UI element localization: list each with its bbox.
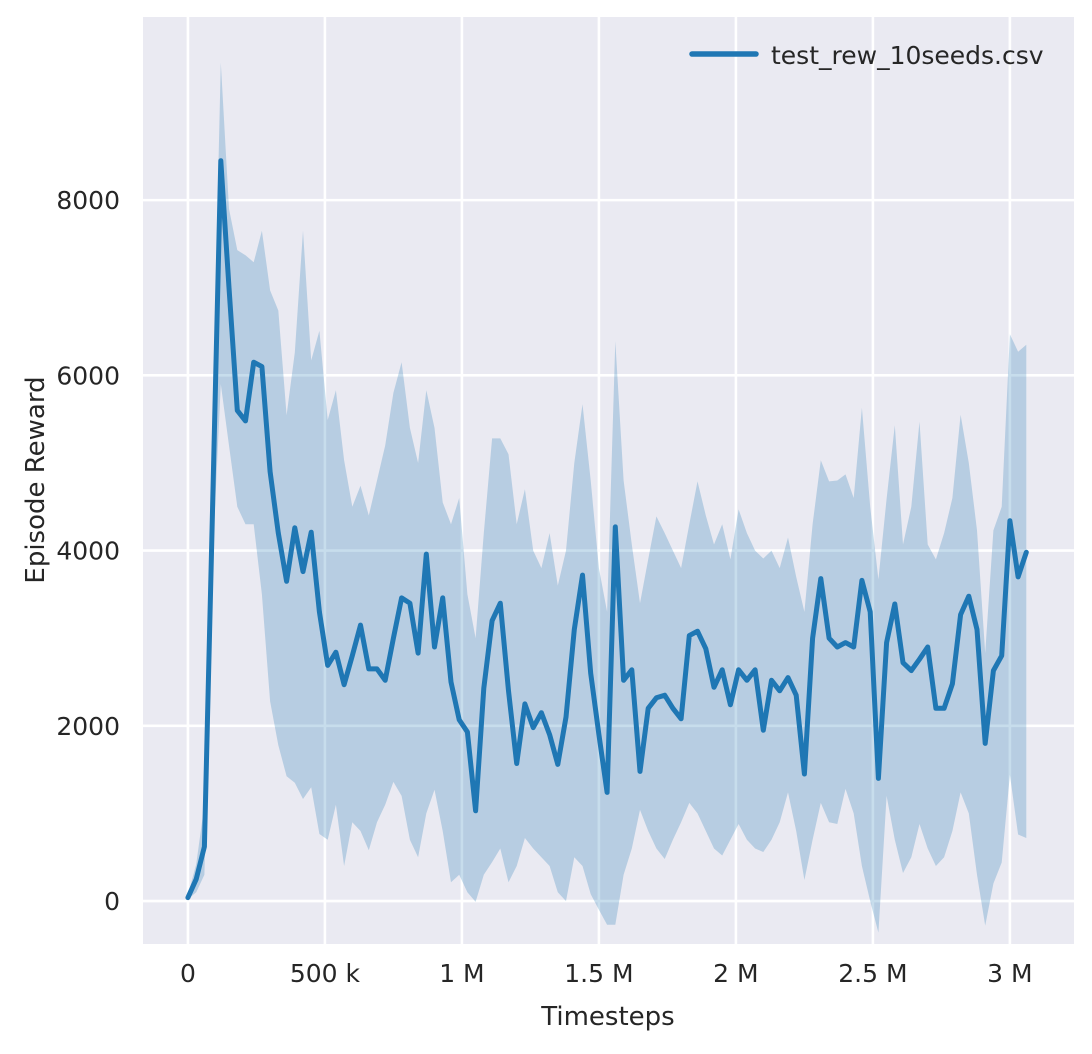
y-tick-label: 4000 <box>56 537 120 566</box>
y-tick-label: 8000 <box>56 186 120 215</box>
x-axis-label: Timesteps <box>540 1002 674 1032</box>
y-axis-label: Episode Reward <box>21 376 51 583</box>
x-tick-label: 1.5 M <box>564 959 633 988</box>
x-tick-label: 1 M <box>439 959 484 988</box>
y-tick-label: 6000 <box>56 361 120 390</box>
x-tick-label: 2 M <box>713 959 758 988</box>
x-axis-tick-labels: 0 500 k 1 M 1.5 M 2 M 2.5 M 3 M <box>180 959 1033 988</box>
legend: test_rew_10seeds.csv <box>689 41 1044 70</box>
x-tick-label: 500 k <box>290 959 361 988</box>
legend-entry-label: test_rew_10seeds.csv <box>771 41 1044 70</box>
x-tick-label: 3 M <box>987 959 1032 988</box>
x-tick-label: 2.5 M <box>838 959 907 988</box>
x-tick-label: 0 <box>180 959 196 988</box>
y-tick-label: 0 <box>104 887 120 916</box>
y-axis-tick-labels: 0 2000 4000 6000 8000 <box>56 186 120 916</box>
gridlines <box>143 17 1074 944</box>
y-tick-label: 2000 <box>56 712 120 741</box>
confidence-band <box>187 62 1027 933</box>
mean-line <box>185 158 1029 901</box>
